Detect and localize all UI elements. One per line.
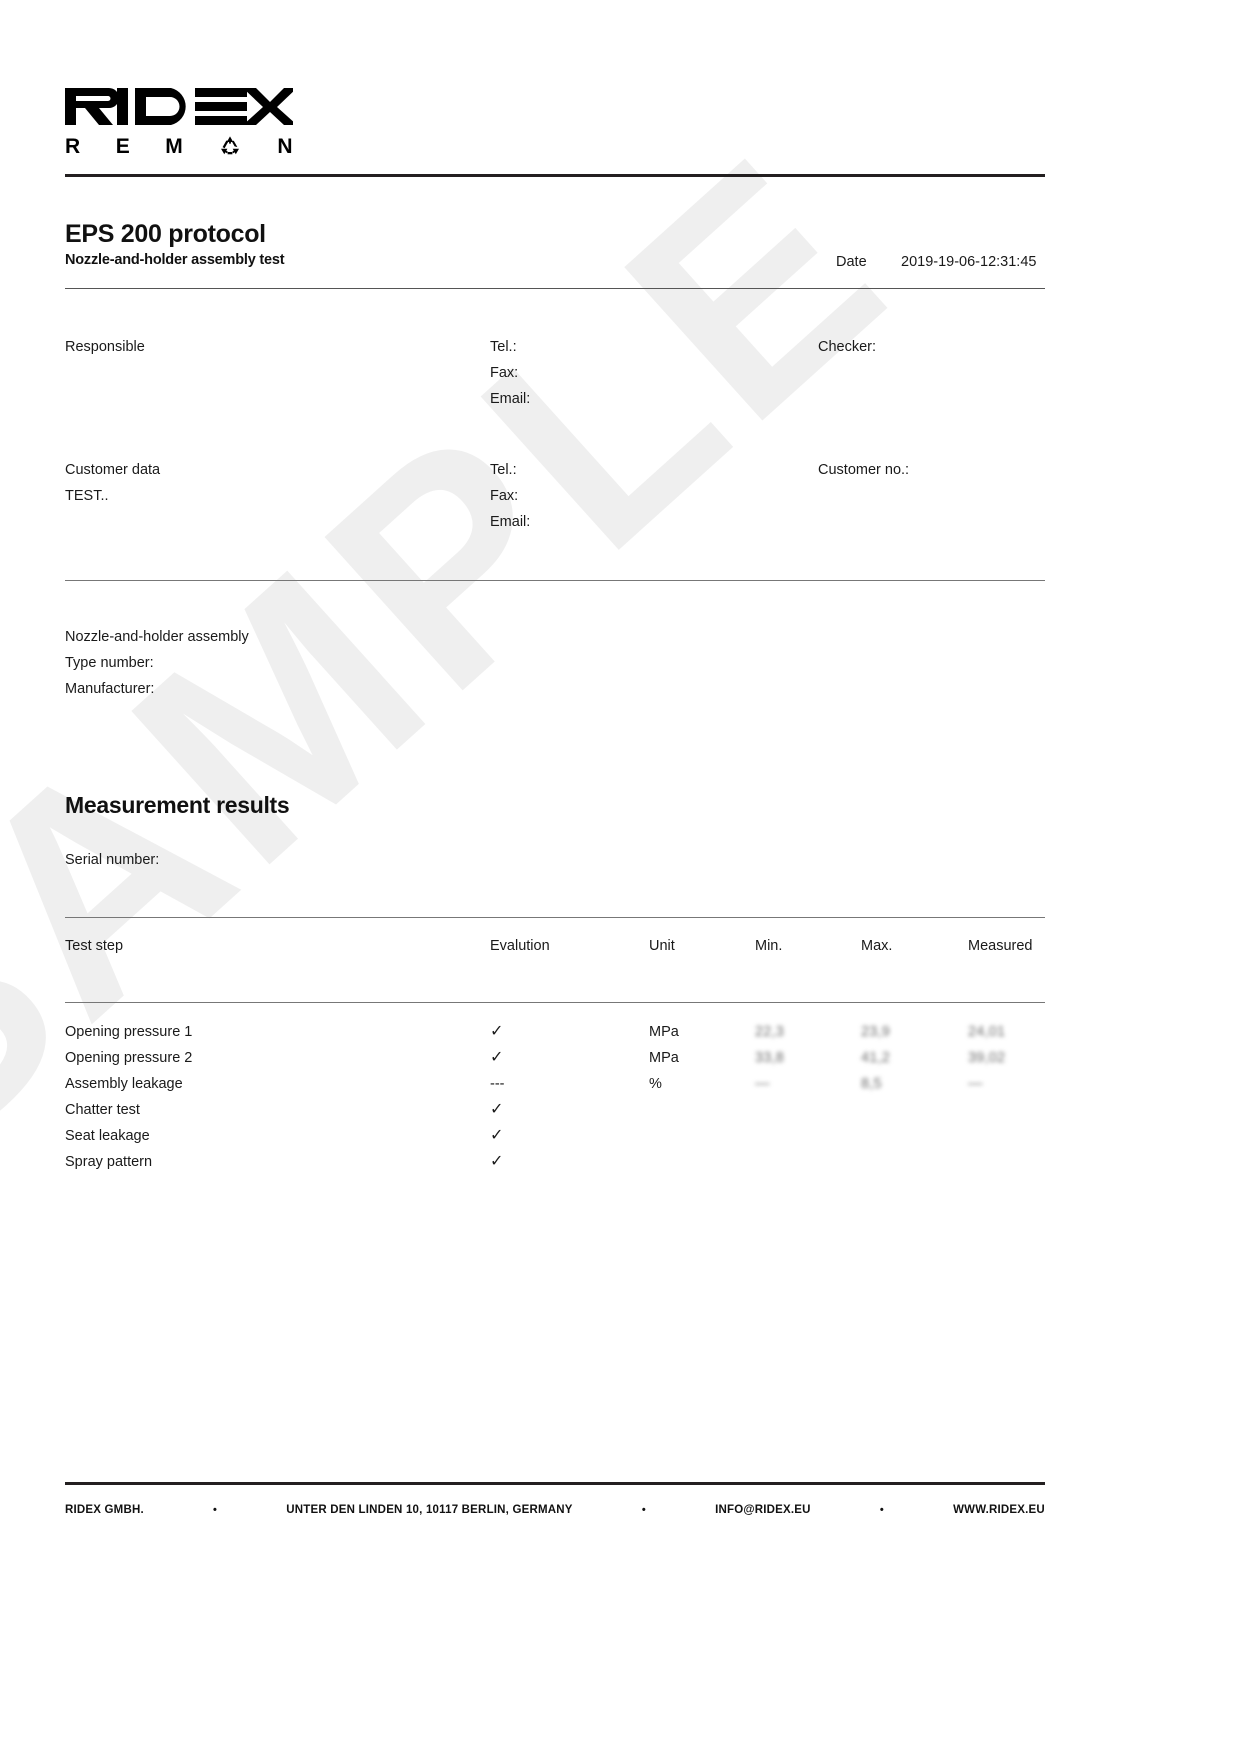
date-label: Date — [836, 254, 867, 270]
table-header-divider — [65, 1002, 1045, 1003]
assembly-type-number-label: Type number: — [65, 655, 154, 671]
page-subtitle: Nozzle-and-holder assembly test — [65, 252, 285, 268]
footer-separator-3: • — [879, 1504, 884, 1516]
cell-test-step: Spray pattern — [65, 1154, 153, 1170]
footer-separator-1: • — [213, 1504, 218, 1516]
ridex-logo: R E M N — [65, 82, 295, 158]
column-header-evaluation: Evalution — [490, 938, 550, 954]
customer-name: TEST.. — [65, 488, 109, 504]
logo-letter-m: M — [165, 134, 184, 158]
cell-test-step: Opening pressure 1 — [65, 1024, 193, 1040]
cell-test-step: Seat leakage — [65, 1128, 150, 1144]
cell-unit: MPa — [649, 1050, 679, 1066]
cell-max: 41,2 — [861, 1050, 891, 1066]
column-header-test-step: Test step — [65, 938, 124, 954]
checker-label: Checker: — [818, 339, 877, 355]
cell-evaluation: ✓ — [490, 1023, 504, 1040]
ridex-wordmark-icon — [65, 88, 293, 125]
footer-website[interactable]: WWW.RIDEX.EU — [953, 1504, 1045, 1516]
cell-evaluation: ✓ — [490, 1153, 504, 1170]
column-header-measured: Measured — [968, 938, 1033, 954]
column-header-min: Min. — [755, 938, 783, 954]
measurement-results-heading: Measurement results — [65, 792, 290, 818]
footer-divider — [65, 1482, 1045, 1485]
footer-address: UNTER DEN LINDEN 10, 10117 BERLIN, GERMA… — [286, 1504, 573, 1516]
customer-title: Customer data — [65, 462, 161, 478]
responsible-email-label: Email: — [490, 391, 531, 407]
title-divider — [65, 288, 1045, 289]
cell-min: 22,3 — [755, 1024, 785, 1040]
logo-letter-r: R — [65, 134, 81, 158]
cell-min: — — [755, 1076, 770, 1092]
header-divider — [65, 174, 1045, 177]
cell-max: 23,9 — [861, 1024, 891, 1040]
cell-measured: 24,01 — [968, 1024, 1006, 1040]
column-header-unit: Unit — [649, 938, 675, 954]
customer-tel-label: Tel.: — [490, 462, 517, 478]
customer-email-label: Email: — [490, 514, 531, 530]
customer-divider — [65, 580, 1045, 581]
customer-fax-label: Fax: — [490, 488, 519, 504]
cell-unit: MPa — [649, 1024, 679, 1040]
responsible-title: Responsible — [65, 339, 145, 355]
cell-measured: 39,02 — [968, 1050, 1006, 1066]
cell-evaluation: --- — [490, 1076, 505, 1092]
cell-test-step: Assembly leakage — [65, 1076, 183, 1092]
footer-company: RIDEX GMBH. — [65, 1504, 144, 1516]
responsible-fax-label: Fax: — [490, 365, 519, 381]
logo-letter-e: E — [115, 134, 131, 158]
cell-evaluation: ✓ — [490, 1049, 504, 1066]
remon-wordmark: R E M N — [65, 134, 293, 158]
assembly-title: Nozzle-and-holder assembly — [65, 629, 249, 645]
cell-test-step: Opening pressure 2 — [65, 1050, 193, 1066]
assembly-manufacturer-label: Manufacturer: — [65, 681, 155, 697]
date-value: 2019-19-06-12:31:45 — [901, 254, 1037, 270]
footer-separator-2: • — [641, 1504, 646, 1516]
column-header-max: Max. — [861, 938, 893, 954]
cell-min: 33,8 — [755, 1050, 785, 1066]
cell-evaluation: ✓ — [490, 1101, 504, 1118]
cell-measured: — — [968, 1076, 983, 1092]
cell-evaluation: ✓ — [490, 1127, 504, 1144]
page-title: EPS 200 protocol — [65, 220, 266, 248]
page-footer: RIDEX GMBH. • UNTER DEN LINDEN 10, 10117… — [65, 1504, 1045, 1516]
cell-test-step: Chatter test — [65, 1102, 140, 1118]
cell-unit: % — [649, 1076, 662, 1092]
footer-email[interactable]: INFO@RIDEX.EU — [715, 1504, 811, 1516]
logo-letter-n: N — [277, 134, 293, 158]
serial-number-label: Serial number: — [65, 852, 160, 868]
customer-no-label: Customer no.: — [818, 462, 910, 478]
table-top-divider — [65, 917, 1045, 918]
cell-max: 8,5 — [861, 1076, 882, 1092]
recycle-icon — [221, 136, 240, 155]
responsible-tel-label: Tel.: — [490, 339, 517, 355]
